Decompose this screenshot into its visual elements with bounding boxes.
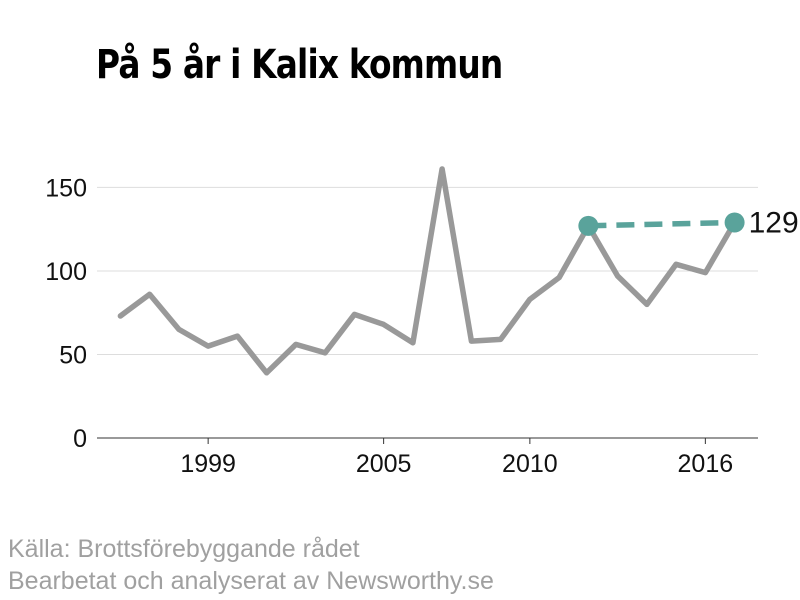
y-tick-label: 0	[73, 425, 87, 453]
x-axis-ticks: 1999 2005 2010 2016	[180, 438, 733, 478]
series-line-1	[588, 219, 735, 229]
x-tick-label: 2010	[502, 450, 558, 478]
highlight-point-0	[578, 215, 599, 236]
series-group	[117, 166, 738, 376]
x-tick-label: 1999	[180, 450, 236, 478]
x-tick-label: 2005	[356, 450, 412, 478]
source-line-1: Källa: Brottsförebyggande rådet	[8, 535, 360, 563]
end-value-label: 129	[749, 206, 799, 239]
chart-title: På 5 år i Kalix kommun	[96, 42, 503, 88]
series-line-0	[117, 166, 738, 376]
x-tick-label: 2016	[678, 450, 734, 478]
y-tick-label: 150	[45, 174, 87, 202]
marker-group	[578, 212, 745, 236]
y-axis-ticks: 0 50 100 150	[45, 174, 87, 453]
source-line-2: Bearbetat och analyserat av Newsworthy.s…	[8, 567, 494, 595]
y-tick-label: 100	[45, 258, 87, 286]
highlight-point-1	[724, 212, 745, 233]
y-tick-label: 50	[59, 341, 87, 369]
